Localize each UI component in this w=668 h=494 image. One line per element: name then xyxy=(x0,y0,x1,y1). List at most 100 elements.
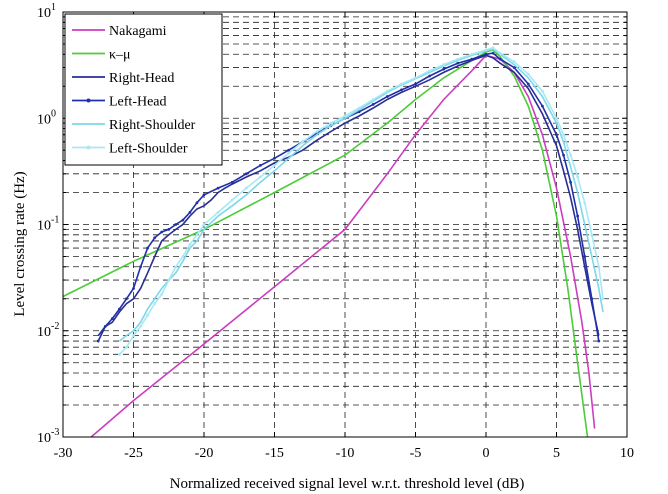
series-point xyxy=(244,172,248,176)
series-point xyxy=(153,236,157,240)
series-point xyxy=(315,130,319,133)
grid xyxy=(63,12,627,437)
series-point xyxy=(110,317,114,321)
series-point xyxy=(230,198,234,202)
series-line xyxy=(97,54,600,337)
legend-label: Right-Head xyxy=(109,71,174,86)
y-tick-base: 10 xyxy=(37,112,51,127)
series-point xyxy=(181,218,185,222)
series-point xyxy=(456,57,460,61)
x-tick-label: -10 xyxy=(336,446,355,461)
series-point xyxy=(167,227,171,231)
x-tick-label: -5 xyxy=(410,446,422,461)
series-point xyxy=(259,163,262,167)
series-point xyxy=(498,57,502,61)
series-point xyxy=(597,265,601,269)
series-lines xyxy=(62,46,605,438)
legend-marker xyxy=(86,98,91,103)
series-point xyxy=(555,116,558,120)
x-tick-label: -25 xyxy=(124,446,143,461)
series-point xyxy=(160,230,164,234)
y-tick-label: 10-2 xyxy=(37,321,59,340)
series-point xyxy=(202,223,206,226)
series-point xyxy=(583,201,587,205)
series-point xyxy=(343,114,347,118)
series-point xyxy=(230,180,234,184)
y-tick-exponent: -2 xyxy=(51,321,59,332)
series-point xyxy=(125,345,128,349)
series-point xyxy=(526,82,530,86)
series-point xyxy=(512,60,516,64)
legend-marker xyxy=(86,145,91,150)
series-point xyxy=(202,193,206,197)
series-point xyxy=(512,66,516,69)
series-point xyxy=(132,287,135,290)
series-point xyxy=(562,133,565,137)
series-point xyxy=(139,265,142,269)
series-point xyxy=(216,186,220,190)
y-tick-base: 10 xyxy=(37,6,51,21)
series-point xyxy=(442,67,446,71)
series-point xyxy=(590,233,594,237)
series-point xyxy=(371,103,375,106)
y-tick-exponent: -1 xyxy=(51,215,59,226)
series-point xyxy=(287,151,290,155)
y-tick-exponent: -3 xyxy=(51,427,59,438)
y-tick-exponent: 0 xyxy=(51,108,56,119)
series-point xyxy=(442,63,446,66)
series-point xyxy=(153,302,157,306)
y-tick-base: 10 xyxy=(37,219,51,234)
y-tick-label: 100 xyxy=(37,108,56,127)
series-point xyxy=(470,57,474,61)
series-point xyxy=(174,223,178,226)
y-tick-base: 10 xyxy=(37,431,51,446)
series-point xyxy=(541,104,544,108)
series-point xyxy=(160,292,164,296)
series-point xyxy=(484,52,488,56)
legend-box xyxy=(64,13,223,166)
series-point xyxy=(167,278,171,282)
series-point xyxy=(385,89,389,93)
series-point xyxy=(414,76,417,80)
series-point xyxy=(470,52,474,56)
legend-label: Left-Head xyxy=(109,95,167,110)
series-point xyxy=(357,106,361,110)
x-tick-label: 10 xyxy=(620,446,634,461)
series-point xyxy=(132,334,135,338)
y-tick-label: 10-3 xyxy=(37,427,59,446)
series-point xyxy=(456,61,460,65)
y-tick-label: 10-1 xyxy=(37,215,59,234)
series-point xyxy=(400,82,403,86)
legend-label: Right-Shoulder xyxy=(109,118,196,133)
y-tick-base: 10 xyxy=(37,325,51,340)
series-point xyxy=(301,140,305,144)
x-tick-label: 5 xyxy=(553,446,560,461)
series-point xyxy=(96,339,100,343)
series-point xyxy=(244,186,248,190)
legend-label: κ–μ xyxy=(109,48,131,63)
series-point xyxy=(188,242,192,246)
series-point xyxy=(555,133,558,137)
series-point xyxy=(414,82,417,86)
y-axis-label: Level crossing rate (Hz) xyxy=(12,171,28,316)
legend-label: Nakagami xyxy=(109,24,167,39)
series-point xyxy=(491,51,495,55)
series-point xyxy=(576,175,580,179)
legend: Nakagami κ–μ Right-Head Left-Head Right-Shou… xyxy=(64,13,223,166)
series-point xyxy=(216,210,220,214)
series-point xyxy=(400,88,403,92)
series-point xyxy=(195,201,199,205)
y-tick-exponent: 1 xyxy=(51,2,56,13)
series-point xyxy=(139,324,142,328)
series-line xyxy=(118,47,604,342)
series-point xyxy=(583,255,587,258)
series-point xyxy=(576,214,580,218)
series-point xyxy=(569,153,572,157)
x-axis-label: Normalized received signal level w.r.t. … xyxy=(170,476,525,492)
legend-label: Left-Shoulder xyxy=(109,142,188,157)
series-point xyxy=(181,255,185,258)
series-point xyxy=(329,121,333,125)
series-point xyxy=(569,180,572,184)
